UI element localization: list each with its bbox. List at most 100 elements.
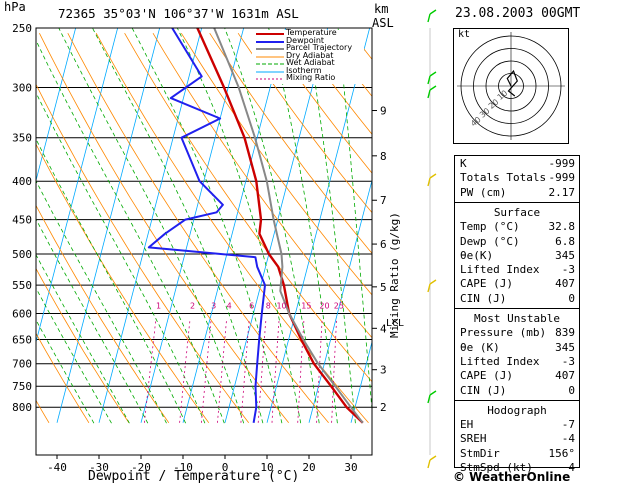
pressure-tick-250: 250 (12, 22, 32, 35)
dry-adiabat-line (95, 33, 369, 424)
series-temperature (196, 28, 364, 424)
stats-key: Pressure (mb) (460, 326, 547, 340)
stats-row: Lifted Index -3 (460, 355, 575, 369)
stats-key: CAPE (J) (460, 369, 513, 383)
stats-row: StmSpd (kt) 4 (460, 461, 575, 475)
height-km-tick: 7 (380, 194, 387, 207)
wet-adiabat-line (36, 180, 167, 424)
stats-key: Lifted Index (460, 263, 540, 277)
legend-label: Dry Adiabat (286, 50, 334, 60)
stats-section-title: Most Unstable (473, 312, 561, 325)
mixing-ratio-line (257, 318, 267, 423)
dry-adiabat-line (266, 32, 372, 174)
dry-adiabat-line (124, 32, 372, 383)
wind-barb-icon (427, 279, 437, 293)
legend-item: Isotherm (252, 66, 364, 76)
height-km-tick: 4 (380, 322, 387, 335)
legend-swatch (256, 56, 284, 57)
x-tick-label: 0 (222, 461, 229, 474)
legend-label: Parcel Trajectory (286, 43, 353, 52)
wet-adiabat-line (176, 28, 302, 424)
hodograph-kt-label: kt (458, 29, 471, 40)
pressure-unit-label: hPa (4, 0, 26, 14)
isotherm-line (98, 28, 203, 423)
x-tick-label: -20 (131, 461, 151, 474)
stats-value: 6.8 (555, 234, 575, 248)
stats-key: Lifted Index (460, 354, 540, 368)
stats-value: 32.8 (548, 220, 576, 234)
pressure-tick-400: 400 (12, 175, 32, 188)
pressure-tick-550: 550 (12, 279, 32, 292)
x-tick-label: 20 (302, 461, 315, 474)
legend: Temperature Dewpoint Parcel Trajectory Dry … (252, 28, 364, 84)
pressure-tick-600: 600 (12, 307, 32, 320)
wet-adiabat-line (36, 218, 149, 424)
stats-row: EH -7 (460, 418, 575, 432)
stats-value: 4 (568, 461, 575, 474)
mixing-ratio-tick-label: 8 (266, 301, 271, 310)
stats-row: CAPE (J) 407 (460, 369, 575, 383)
wet-adiabat-line (58, 28, 245, 424)
series-dewpoint (147, 28, 266, 423)
dry-adiabat-line (36, 204, 170, 424)
wind-barb-icon (427, 71, 437, 85)
dry-adiabat-line (36, 332, 90, 424)
stats-value: 407 (555, 277, 575, 291)
pressure-tick-500: 500 (12, 248, 32, 261)
stats-key: Totals Totals (460, 171, 547, 185)
pressure-tick-800: 800 (12, 401, 32, 414)
dry-adiabat-line (36, 83, 250, 424)
stats-value: -3 (561, 263, 575, 277)
legend-swatch (256, 78, 284, 80)
mixing-ratio-tick-label: 3 (211, 301, 216, 310)
wind-barb-icon (427, 85, 437, 99)
wind-barb-icon (427, 173, 437, 187)
legend-swatch (256, 40, 284, 43)
mixing-ratio-tick-label: 2 (190, 301, 195, 310)
hodograph-trace (506, 69, 518, 97)
dry-adiabat-line (237, 32, 372, 214)
wind-barb-icon (427, 455, 437, 469)
stats-section-title: Hodograph (487, 403, 547, 417)
stats-value: 345 (555, 340, 575, 354)
height-unit-asl: ASL (372, 16, 394, 30)
stats-value: 156° (548, 446, 576, 460)
legend-swatch (256, 63, 284, 65)
plot-frame (35, 27, 373, 456)
mixing-ratio-line (179, 318, 191, 423)
height-km-tick: 5 (380, 281, 387, 294)
legend-label: Wet Adiabat (286, 58, 335, 67)
legend-label: Temperature (286, 28, 337, 37)
pressure-tick-350: 350 (12, 132, 32, 145)
pressure-tick-700: 700 (12, 358, 32, 371)
stats-value: -4 (561, 432, 575, 446)
wet-adiabat-line (36, 39, 225, 424)
wet-adiabat-line (36, 138, 186, 424)
stats-key: StmSpd (kt) (460, 461, 533, 474)
height-km-tick: 9 (380, 105, 387, 118)
stats-divider (455, 201, 579, 203)
stats-value: -7 (561, 418, 575, 432)
mixing-ratio-line (240, 318, 250, 423)
pressure-tick-450: 450 (12, 214, 32, 227)
dry-adiabat-line (152, 32, 372, 339)
legend-swatch (256, 48, 284, 50)
legend-item: Temperature (252, 28, 364, 38)
stats-value: -999 (548, 157, 576, 170)
dry-adiabat-line (209, 32, 372, 254)
stats-key: PW (cm) (460, 185, 507, 199)
stats-divider (455, 308, 579, 309)
stats-key: StmDir (460, 446, 500, 460)
stats-value: -999 (548, 171, 576, 185)
stats-divider (455, 399, 579, 401)
stats-value: 0 (568, 291, 575, 305)
dry-adiabat-line (36, 143, 210, 424)
stats-row: Lifted Index -3 (460, 263, 575, 277)
pressure-tick-650: 650 (12, 334, 32, 347)
mixing-ratio-line (316, 318, 323, 423)
stats-key: EH (460, 418, 474, 432)
stats-row: Totals Totals -999 (460, 171, 575, 185)
stats-value: 2.17 (548, 185, 576, 199)
mixing-ratio-line (217, 318, 228, 423)
x-tick-label: 10 (260, 461, 273, 474)
